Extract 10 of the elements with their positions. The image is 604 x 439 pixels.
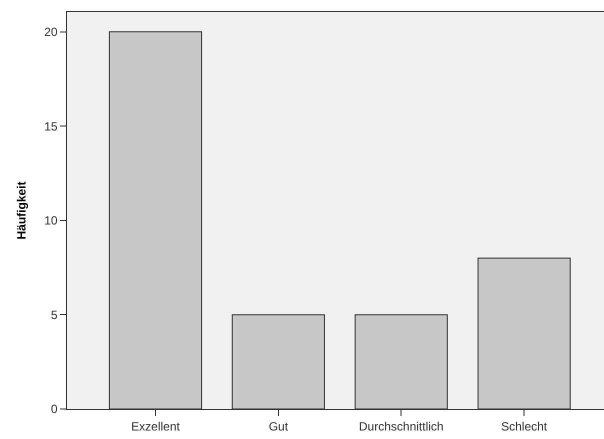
y-tick-label: 0 bbox=[50, 402, 58, 416]
x-tick-label: Gut bbox=[268, 419, 289, 434]
y-axis-title: Häufigkeit bbox=[14, 181, 29, 240]
x-tick-label: Schlecht bbox=[501, 419, 548, 434]
y-tick-label: 20 bbox=[44, 25, 58, 39]
x-tick-label: Exzellent bbox=[131, 419, 180, 434]
y-tick-label: 15 bbox=[44, 119, 58, 134]
y-tick-label: 10 bbox=[44, 214, 58, 228]
x-tick-label: Durchschnittlich bbox=[358, 419, 444, 434]
y-tick-label: 5 bbox=[50, 308, 58, 322]
